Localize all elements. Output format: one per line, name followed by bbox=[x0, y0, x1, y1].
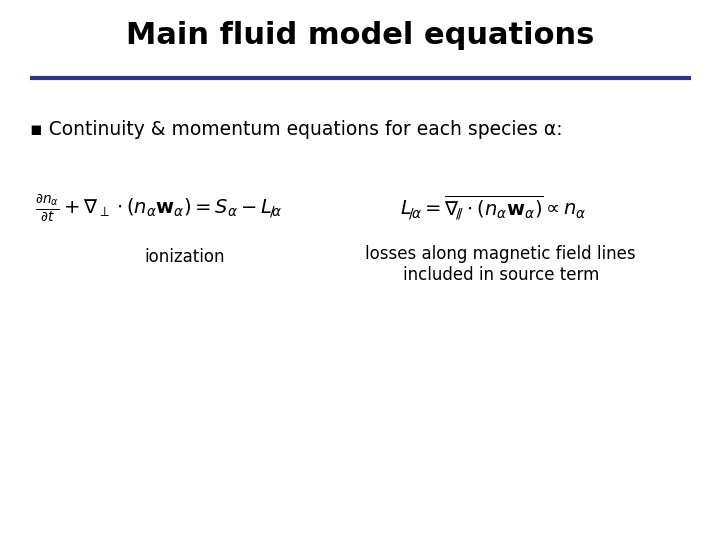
Text: Main fluid model equations: Main fluid model equations bbox=[126, 21, 595, 50]
Text: ▪ Continuity & momentum equations for each species α:: ▪ Continuity & momentum equations for ea… bbox=[30, 120, 562, 139]
Text: losses along magnetic field lines
included in source term: losses along magnetic field lines includ… bbox=[366, 245, 636, 284]
Text: $\frac{\partial n_\alpha}{\partial t} + \nabla_\perp \cdot (n_\alpha \mathbf{w}_: $\frac{\partial n_\alpha}{\partial t} + … bbox=[35, 193, 283, 223]
Text: ionization: ionization bbox=[144, 247, 225, 266]
Text: $L_{\!/\!\alpha} = \overline{\nabla_{\!/\!/} \cdot (n_\alpha \mathbf{w}_\alpha)}: $L_{\!/\!\alpha} = \overline{\nabla_{\!/… bbox=[400, 193, 587, 222]
